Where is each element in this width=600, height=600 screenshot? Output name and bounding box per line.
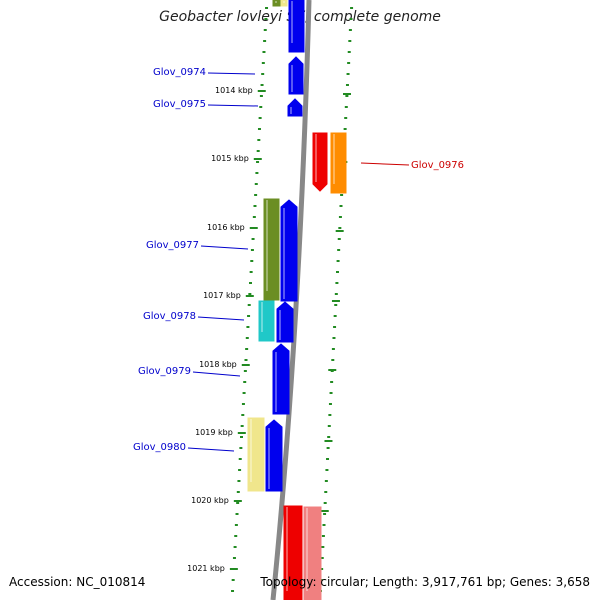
gene-next-cds	[283, 505, 303, 600]
kbp-tick-label: 1020 kbp	[191, 496, 229, 505]
leader-line-glov-0978	[197, 316, 245, 321]
gene-glov-0978-cds	[276, 301, 294, 343]
leader-line-glov-0975	[207, 104, 259, 107]
gene-next-feature	[303, 506, 322, 600]
genome-summary-text: Topology: circular; Length: 3,917,761 bp…	[260, 575, 590, 589]
kbp-tick-label: 1015 kbp	[211, 154, 249, 163]
gene-glov-0978-feature-shade	[261, 302, 263, 332]
gene-glov-0980-feature-shade	[250, 419, 252, 482]
kbp-tick-label: 1021 kbp	[187, 564, 225, 573]
gene-glov-0976-feature-shade	[333, 134, 335, 184]
gene-glov-0974-cds	[288, 56, 304, 95]
leader-line-glov-0980	[187, 447, 235, 452]
gene-glov-0976-cds	[312, 132, 328, 192]
gene-glov-0976-cds-shade	[315, 134, 317, 182]
gene-glov-0979-cds	[272, 343, 290, 415]
gene-label-glov-0974: Glov_0974	[153, 67, 206, 78]
gene-stub-top-shade	[275, 1, 277, 3]
leader-line-glov-0974	[207, 72, 256, 75]
gene-label-glov-0975: Glov_0975	[153, 99, 206, 110]
gene-glov-0975-cds-shade	[290, 107, 292, 114]
gene-glov-0978-cds-shade	[279, 310, 281, 340]
genome-backbone	[270, 0, 312, 600]
leader-line-glov-0977	[200, 245, 249, 250]
leader-line-glov-0979	[192, 371, 241, 377]
gene-glov-0974-cds-shade	[291, 65, 293, 92]
gene-glov-0978-feature	[258, 300, 275, 342]
gene-glov-0977-cds	[280, 199, 298, 302]
gene-label-glov-0980: Glov_0980	[133, 442, 186, 453]
gene-label-glov-0978: Glov_0978	[143, 311, 196, 322]
kbp-tick-label: 1014 kbp	[215, 86, 253, 95]
accession-text: Accession: NC_010814	[9, 575, 146, 589]
gene-glov-0977-cds-shade	[283, 208, 285, 299]
gene-label-glov-0977: Glov_0977	[146, 240, 199, 251]
leader-line-glov-0976	[360, 162, 410, 166]
gene-glov-0977-feature	[263, 198, 280, 301]
gene-glov-0973-cds-shade	[291, 1, 293, 43]
gene-glov-0980-cds-shade	[268, 428, 270, 489]
gene-stub-top-b-shade	[283, 1, 285, 3]
gene-glov-0979-cds-shade	[275, 352, 277, 412]
gene-glov-0977-feature-shade	[266, 200, 268, 291]
gene-label-glov-0976: Glov_0976	[411, 160, 464, 171]
kbp-tick-label: 1018 kbp	[199, 360, 237, 369]
kbp-tick-label: 1019 kbp	[195, 428, 233, 437]
gene-label-glov-0979: Glov_0979	[138, 366, 191, 377]
gene-stub-top-b	[280, 0, 288, 7]
gene-next-feature-shade	[306, 508, 308, 591]
gene-glov-0976-feature	[330, 132, 347, 194]
gene-glov-0980-cds	[265, 419, 283, 492]
kbp-tick-label: 1016 kbp	[207, 223, 245, 232]
kbp-tick-label: 1017 kbp	[203, 291, 241, 300]
gene-glov-0980-feature	[247, 417, 265, 492]
gene-glov-0973-cds	[288, 0, 305, 53]
gene-glov-0975-cds	[287, 98, 303, 117]
gene-next-cds-shade	[286, 507, 288, 591]
